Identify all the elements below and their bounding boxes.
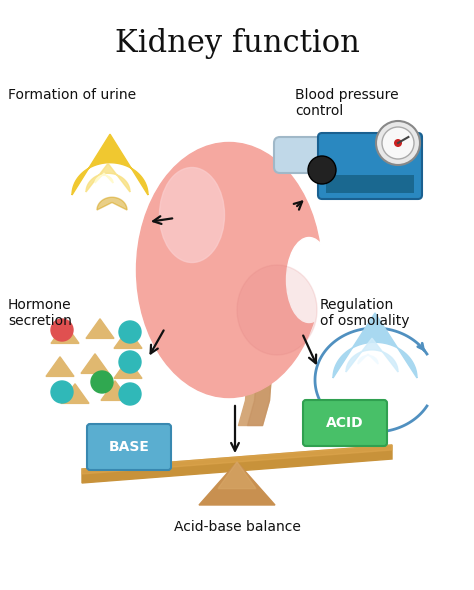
Polygon shape (61, 384, 89, 404)
Text: Formation of urine: Formation of urine (8, 88, 136, 102)
Polygon shape (218, 462, 256, 489)
Circle shape (91, 371, 113, 393)
FancyBboxPatch shape (87, 424, 171, 470)
Polygon shape (95, 173, 113, 183)
Circle shape (394, 139, 402, 147)
Polygon shape (72, 134, 148, 195)
Polygon shape (86, 319, 114, 339)
Polygon shape (199, 462, 275, 505)
Ellipse shape (237, 265, 317, 355)
Polygon shape (97, 197, 127, 210)
Polygon shape (51, 324, 79, 343)
Circle shape (308, 156, 336, 184)
FancyBboxPatch shape (303, 400, 387, 446)
Text: Regulation
of osmolality: Regulation of osmolality (320, 298, 410, 328)
Circle shape (376, 121, 420, 165)
Text: Acid-base balance: Acid-base balance (173, 520, 301, 534)
FancyBboxPatch shape (274, 137, 341, 173)
Circle shape (119, 383, 141, 405)
Text: Hormone
secretion: Hormone secretion (8, 298, 72, 328)
Text: BASE: BASE (109, 440, 149, 454)
Polygon shape (333, 313, 417, 378)
Polygon shape (86, 163, 130, 192)
Polygon shape (81, 354, 109, 373)
FancyBboxPatch shape (318, 133, 422, 199)
Polygon shape (101, 381, 129, 401)
Circle shape (51, 381, 73, 403)
Polygon shape (114, 329, 142, 349)
Bar (326, 175, 414, 193)
Circle shape (51, 319, 73, 341)
Ellipse shape (159, 168, 225, 263)
Polygon shape (346, 338, 398, 372)
Text: ACID: ACID (326, 416, 364, 430)
Polygon shape (46, 357, 74, 376)
Circle shape (119, 351, 141, 373)
Polygon shape (114, 359, 142, 378)
Polygon shape (82, 445, 392, 474)
Text: Kidney function: Kidney function (115, 28, 359, 59)
Polygon shape (358, 354, 378, 364)
Ellipse shape (137, 143, 321, 398)
Text: Blood pressure
control: Blood pressure control (295, 88, 399, 118)
Polygon shape (82, 445, 392, 483)
Ellipse shape (286, 238, 331, 323)
Circle shape (382, 127, 414, 159)
Circle shape (119, 321, 141, 343)
